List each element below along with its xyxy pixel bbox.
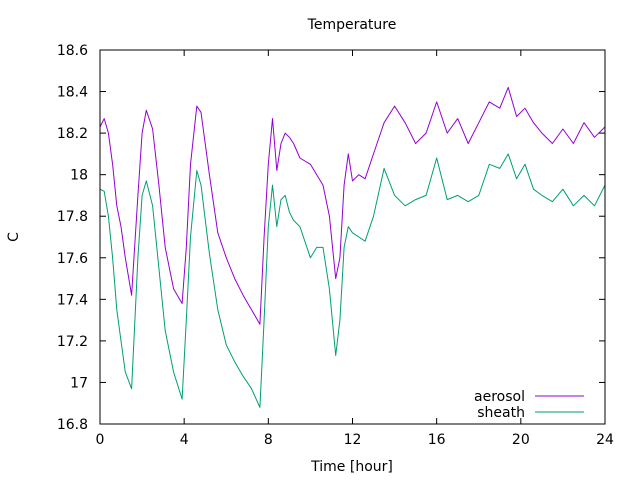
x-tick-label: 0 [96, 432, 105, 448]
x-tick-label: 4 [180, 432, 189, 448]
y-tick-label: 17.2 [57, 334, 88, 350]
y-tick-label: 18.6 [57, 43, 88, 59]
chart-title: Temperature [307, 17, 397, 33]
x-tick-label: 20 [512, 432, 530, 448]
legend-label-sheath: sheath [477, 405, 525, 421]
x-tick-label: 8 [264, 432, 273, 448]
series-line-sheath [99, 153, 606, 408]
y-tick-label: 17.6 [57, 251, 88, 267]
axis-ticks: 0 4 8 12 16 20 24 16.8 17 17.2 17.4 17.6 17.8 18 18.2 1… [57, 43, 614, 448]
y-tick-label: 18.4 [57, 85, 88, 101]
x-axis-label: Time [hour] [310, 459, 393, 475]
y-tick-label: 16.8 [57, 417, 88, 433]
series-line-aerosol [99, 86, 606, 325]
plot-frame [99, 49, 606, 425]
x-tick-label: 12 [344, 432, 362, 448]
legend-label-aerosol: aerosol [474, 389, 525, 405]
series-lines [99, 86, 606, 408]
y-tick-label: 17.4 [57, 292, 88, 308]
y-tick-label: 17.8 [57, 209, 88, 225]
y-tick-label: 18.2 [57, 126, 88, 142]
y-axis-label: C [6, 232, 22, 242]
x-tick-label: 24 [596, 432, 614, 448]
y-tick-label: 17 [70, 375, 88, 391]
x-tick-label: 16 [428, 432, 446, 448]
y-tick-label: 18 [70, 168, 88, 184]
